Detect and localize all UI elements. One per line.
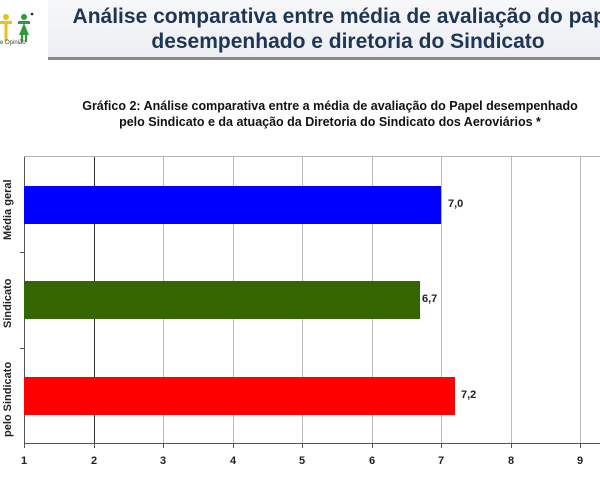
x-tick-label: 3 — [159, 455, 167, 467]
plot-area: 7,0 6,7 7,2 — [20, 156, 600, 444]
x-tick-label: 9 — [576, 455, 584, 467]
chart-title-line2: pelo Sindicato e da atuação da Diretoria… — [119, 115, 541, 129]
x-tick-label: 5 — [298, 455, 306, 467]
x-tick-label: 4 — [229, 455, 237, 467]
x-tick — [163, 443, 164, 448]
x-tick — [372, 443, 373, 448]
x-tick-label: 8 — [507, 455, 515, 467]
y-category-label: Sindicato — [2, 278, 14, 328]
x-tick-label: 1 — [20, 455, 28, 467]
x-axis — [24, 443, 600, 444]
logo-icon — [0, 12, 34, 42]
slide-title: Análise comparativa entre média de avali… — [48, 4, 600, 54]
bar-value-label: 6,7 — [422, 293, 438, 305]
slide-title-line2: desempenhado e diretoria do Sindicato — [151, 30, 545, 53]
x-tick-label: 2 — [90, 455, 98, 467]
slide-header: Análise comparativa entre média de avali… — [48, 0, 600, 60]
x-tick — [233, 443, 234, 448]
chart-title: Gráfico 2: Análise comparativa entre a m… — [0, 98, 600, 130]
x-tick — [24, 443, 25, 448]
y-category-label: Média geral — [2, 179, 14, 240]
gridline — [441, 157, 442, 444]
x-tick — [511, 443, 512, 448]
logo-caption: e Opinião — [0, 40, 26, 46]
y-tick — [20, 348, 24, 349]
slide-title-line1: Análise comparativa entre média de avali… — [72, 5, 600, 28]
bar-sindicato — [24, 281, 420, 319]
y-tick — [20, 252, 24, 253]
y-category-label: pelo Sindicato — [2, 361, 14, 437]
x-tick-label: 6 — [368, 455, 376, 467]
x-tick — [580, 443, 581, 448]
bar-value-label: 7,0 — [448, 198, 464, 210]
x-tick — [94, 443, 95, 448]
chart-title-line1: Gráfico 2: Análise comparativa entre a m… — [82, 99, 578, 113]
bar-pelo-sindicato — [24, 377, 455, 415]
bar-media-geral — [24, 186, 441, 224]
gridline — [511, 157, 512, 444]
x-tick — [441, 443, 442, 448]
x-tick — [302, 443, 303, 448]
x-tick-label: 7 — [437, 455, 445, 467]
gridline — [580, 157, 581, 444]
bar-value-label: 7,2 — [461, 389, 477, 401]
